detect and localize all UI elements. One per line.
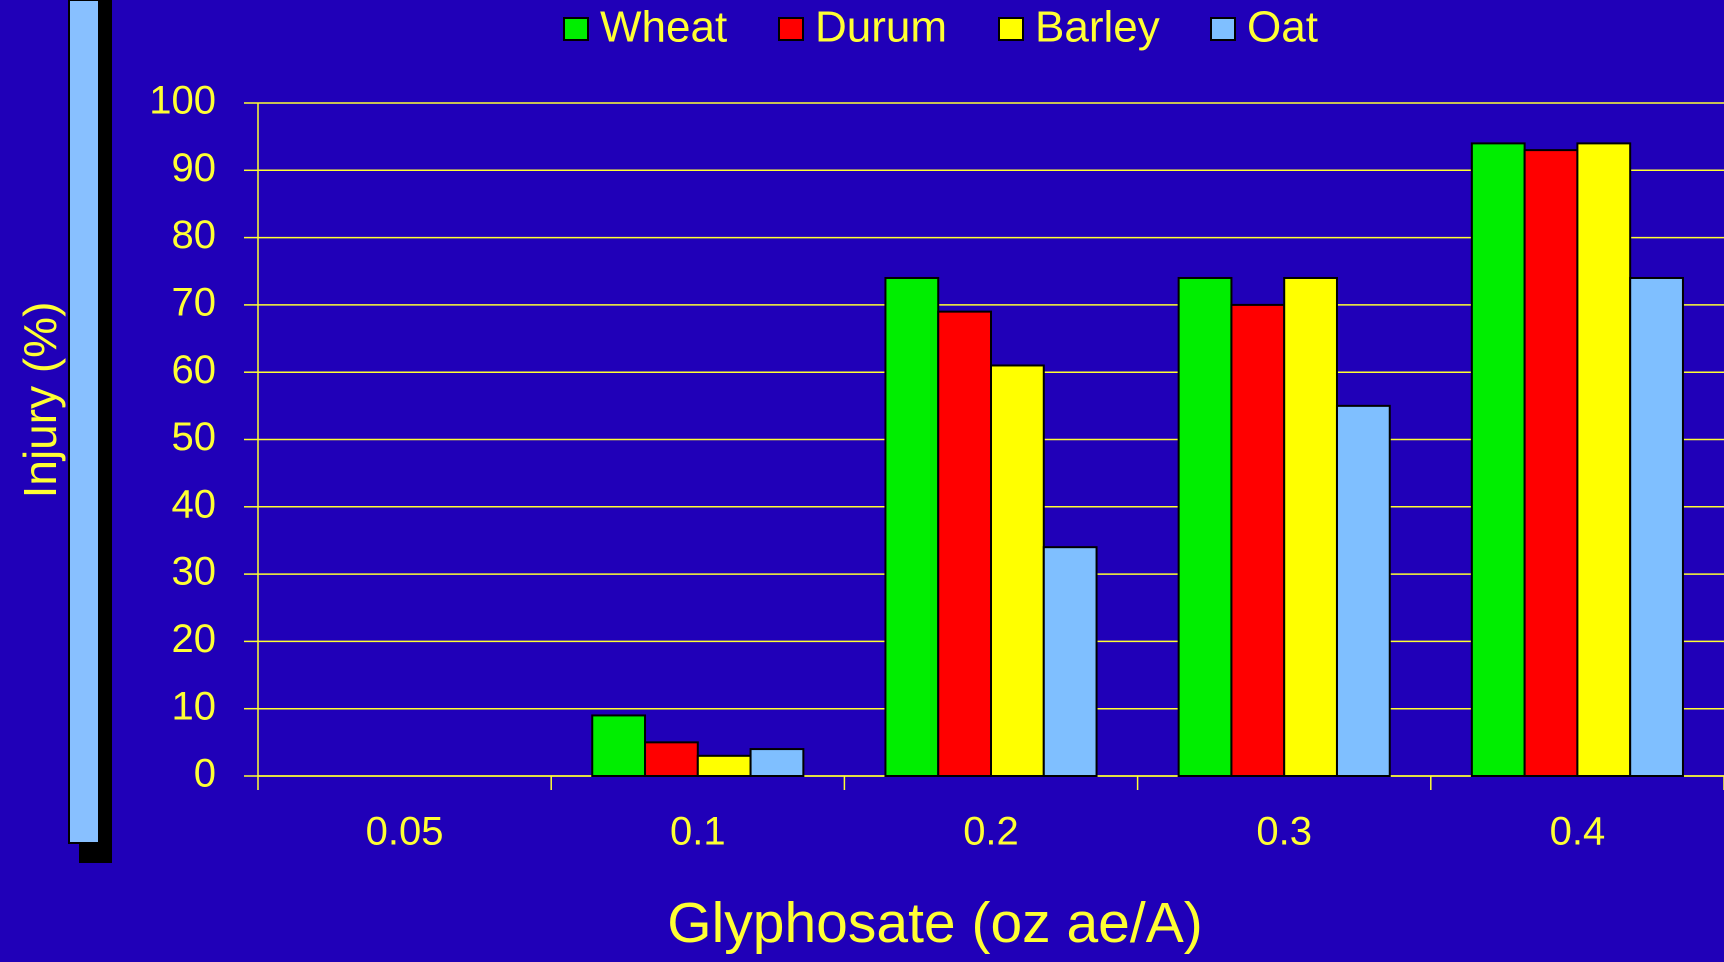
bar — [1335, 404, 1391, 777]
bar — [1576, 142, 1632, 777]
bar — [937, 310, 992, 777]
x-tick-label: 0.2 — [963, 810, 1019, 854]
bar — [1629, 276, 1684, 777]
y-tick-label: 100 — [149, 79, 216, 123]
y-tick-label: 60 — [172, 348, 217, 392]
legend-swatch — [778, 17, 804, 41]
y-tick-label: 50 — [172, 415, 217, 459]
bar — [1283, 276, 1338, 777]
x-tick-label: 0.1 — [670, 810, 726, 854]
bar — [1523, 149, 1579, 778]
bar — [1230, 303, 1286, 777]
y-tick-label: 70 — [172, 280, 217, 324]
x-tick-label: 0.05 — [366, 810, 444, 854]
bar — [696, 754, 752, 777]
legend-swatch — [1210, 17, 1236, 41]
bar — [884, 276, 940, 777]
legend-swatch — [563, 17, 589, 41]
y-tick-label: 90 — [172, 146, 217, 190]
y-tick-label: 30 — [172, 550, 217, 594]
x-axis-label: Glyphosate (oz ae/A) — [667, 891, 1202, 955]
bar — [1042, 546, 1098, 777]
y-tick-label: 0 — [194, 752, 216, 796]
bar — [591, 714, 647, 777]
y-tick-label: 10 — [172, 684, 217, 728]
bar — [1470, 142, 1526, 777]
bar — [644, 741, 699, 777]
y-tick-label: 40 — [172, 482, 217, 526]
decor-bar — [68, 0, 100, 844]
bar — [1177, 276, 1233, 777]
legend-label: Durum — [815, 3, 947, 52]
x-tick-label: 0.4 — [1550, 810, 1606, 854]
legend-label: Barley — [1035, 3, 1160, 52]
x-tick-label: 0.3 — [1256, 810, 1312, 854]
bar — [749, 748, 805, 778]
legend-swatch — [998, 17, 1024, 41]
legend-label: Oat — [1247, 3, 1318, 52]
bar — [990, 364, 1045, 777]
legend-label: Wheat — [600, 3, 727, 52]
y-axis-label: Injury (%) — [14, 302, 66, 499]
y-tick-label: 20 — [172, 617, 217, 661]
y-tick-label: 80 — [172, 213, 217, 257]
